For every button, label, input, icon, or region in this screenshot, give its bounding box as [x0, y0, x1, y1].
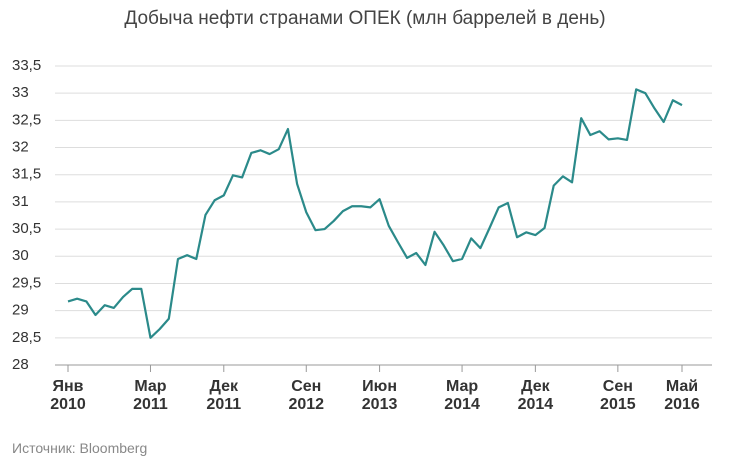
y-tick-label: 33,5 [12, 57, 41, 74]
chart-title: Добыча нефти странами ОПЕК (млн баррелей… [124, 8, 606, 29]
y-tick-label: 32,5 [12, 111, 41, 128]
x-tick-label: Мар 2011 [133, 378, 168, 413]
y-tick-label: 28,5 [12, 329, 41, 346]
line [67, 88, 683, 339]
x-tick-label: Янв 2010 [50, 378, 86, 413]
x-tick-label: Сен 2012 [288, 378, 325, 413]
source: Источник: Bloomberg [12, 440, 148, 456]
y-tick-label: 33 [12, 84, 29, 101]
y-tick-label: 29 [12, 302, 29, 319]
x-tick-label: Июн 2013 [361, 378, 398, 413]
y-tick-label: 30,5 [12, 220, 41, 237]
y-tick-label: 31 [12, 193, 29, 210]
x-tick-label: Май 2016 [664, 378, 700, 413]
x-tick-label: Мар 2014 [444, 378, 480, 413]
y-tick-label: 28 [12, 356, 29, 373]
x-tick-label: Дек 2011 [206, 378, 242, 413]
x-tick-label: Дек 2014 [517, 378, 554, 413]
y-tick-label: 29,5 [12, 274, 41, 291]
x-tick-label: Сен 2015 [600, 378, 636, 413]
y-tick-label: 32 [12, 139, 29, 156]
y-tick-label: 30 [12, 247, 29, 264]
y-tick-label: 31,5 [12, 166, 41, 183]
